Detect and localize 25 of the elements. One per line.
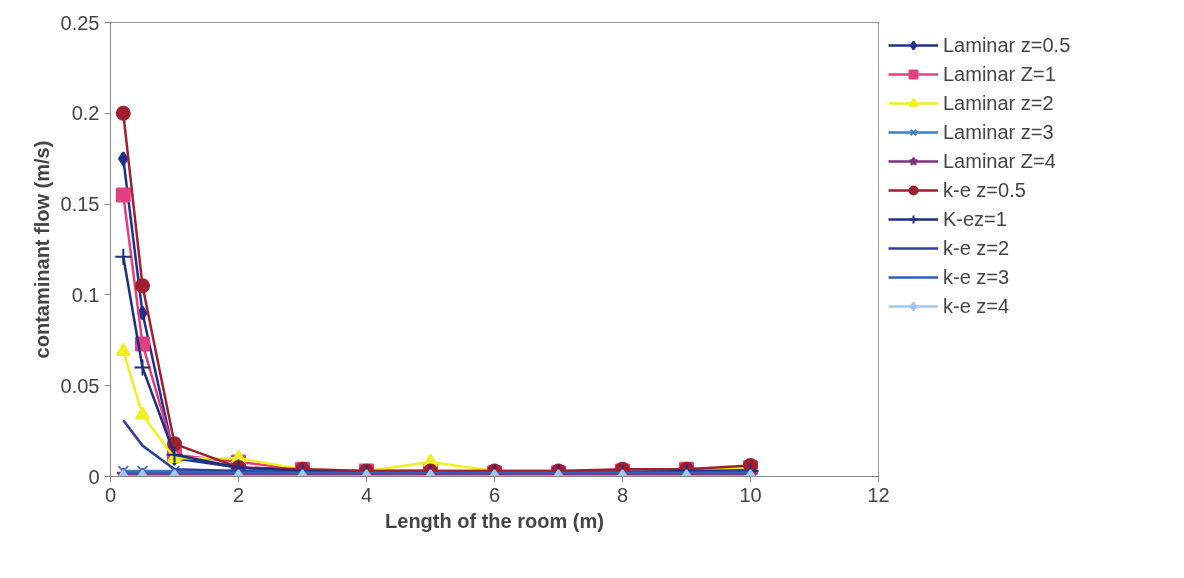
- y-tick-label: 0: [88, 465, 100, 488]
- y-tick-label: 0.15: [60, 193, 100, 216]
- legend-label: k-e z=2: [943, 235, 1010, 261]
- y-tick-label: 0.25: [60, 11, 100, 34]
- legend-label: Laminar z=2: [943, 90, 1054, 116]
- legend-label: k-e z=3: [943, 264, 1010, 290]
- y-axis-title: contaminant flow (m/s): [30, 140, 53, 359]
- legend-label: K-ez=1: [943, 206, 1007, 232]
- x-axis-title: Length of the room (m): [385, 509, 604, 532]
- legend-label: Laminar Z=1: [943, 61, 1056, 87]
- legend-label: k-e z=0.5: [943, 177, 1026, 203]
- legend-label: k-e z=4: [943, 293, 1010, 319]
- x-tick-label: 2: [232, 483, 245, 506]
- y-tick-label: 0.1: [71, 283, 100, 306]
- x-tick-label: 6: [488, 483, 501, 506]
- x-tick-label: 10: [739, 483, 762, 506]
- x-tick-label: 12: [867, 483, 890, 506]
- x-tick-label: 8: [616, 483, 629, 506]
- legend-label: Laminar z=0.5: [943, 32, 1071, 58]
- y-tick-label: 0.05: [60, 374, 100, 397]
- x-tick-label: 0: [104, 483, 117, 506]
- y-tick-label: 0.2: [71, 102, 100, 125]
- legend-label: Laminar Z=4: [943, 148, 1056, 174]
- legend-label: Laminar z=3: [943, 119, 1054, 145]
- x-tick-label: 4: [360, 483, 373, 506]
